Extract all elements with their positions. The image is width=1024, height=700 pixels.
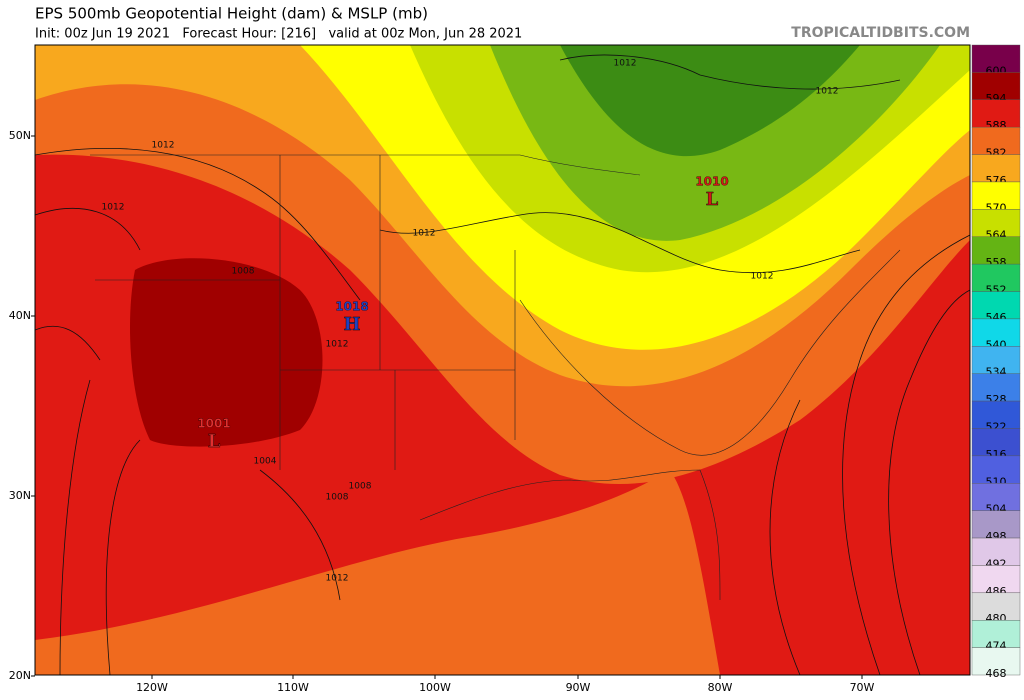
lon-label: 120W: [136, 681, 168, 694]
colorbar-swatch: [971, 647, 1021, 676]
pressure-letter: L: [208, 431, 221, 452]
lat-label: 40N: [9, 309, 31, 322]
band-552: [560, 45, 860, 157]
pressure-letter: H: [343, 314, 360, 335]
isobar-label: 1008: [326, 493, 349, 503]
subtitle: Init: 00z Jun 19 2021 Forecast Hour: [21…: [35, 27, 522, 42]
lon-label: 100W: [419, 681, 451, 694]
lat-label: 20N: [9, 669, 31, 682]
isobar-label: 1012: [102, 203, 125, 213]
colorbar-swatch: [971, 44, 1021, 73]
isobars: [35, 54, 970, 675]
lat-label: 50N: [9, 129, 31, 142]
colorbar-swatch: [971, 181, 1021, 210]
colorbar-swatch: [971, 455, 1021, 484]
lon-label: 110W: [277, 681, 309, 694]
isobar-label: 1012: [152, 141, 175, 151]
band-594: [130, 258, 323, 447]
lon-label: 80W: [708, 681, 733, 694]
band-582-south: [35, 470, 720, 675]
isobar-label: 1004: [254, 457, 277, 467]
colorbar-swatch: [971, 510, 1021, 539]
isobar-label: 1012: [816, 87, 839, 97]
colorbar-swatch: [971, 236, 1021, 265]
colorbar-label: 468: [986, 667, 1007, 680]
colorbar-swatch: [971, 373, 1021, 402]
pressure-value: 1018: [335, 300, 368, 314]
colorbar-swatch: [971, 565, 1021, 594]
map-frame: [34, 44, 971, 676]
isobar-label: 1012: [614, 59, 637, 69]
isobar-label: 1008: [232, 267, 255, 277]
pressure-value: 1010: [695, 175, 728, 189]
title: EPS 500mb Geopotential Height (dam) & MS…: [35, 5, 428, 23]
lon-label: 90W: [566, 681, 591, 694]
pressure-letter: L: [706, 189, 719, 210]
annotations: 50N 40N 30N 20N 120W 110W 100W 90W 80W 70W 1012 101…: [9, 44, 1021, 694]
isobar-label: 1012: [326, 340, 349, 350]
colorbar-swatch: [971, 126, 1021, 155]
isobar-label: 1012: [413, 229, 436, 239]
colorbar-swatch: [971, 346, 1021, 374]
isobar-label: 1012: [751, 272, 774, 282]
isobar-label: 1008: [349, 482, 372, 492]
colorbar-swatch: [971, 592, 1021, 621]
map: [35, 45, 970, 675]
lon-label: 70W: [850, 681, 875, 694]
borders: [90, 154, 901, 601]
colorbar-swatch: [971, 483, 1021, 511]
colorbar-swatch: [971, 209, 1021, 237]
colorbar-swatch: [971, 400, 1021, 429]
colorbar-swatch: [971, 318, 1021, 347]
colorbar-swatch: [971, 428, 1021, 457]
colorbar-swatch: [971, 537, 1021, 566]
watermark: TROPICALTIDBITS.COM: [791, 25, 970, 41]
lat-label: 30N: [9, 489, 31, 502]
colorbar-swatch: [971, 99, 1021, 128]
colorbar-swatch: [971, 620, 1021, 648]
pressure-value: 1001: [197, 417, 230, 431]
colorbar-swatch: [971, 154, 1021, 183]
isobar-label: 1012: [326, 574, 349, 584]
colorbar-swatch: [971, 291, 1021, 320]
